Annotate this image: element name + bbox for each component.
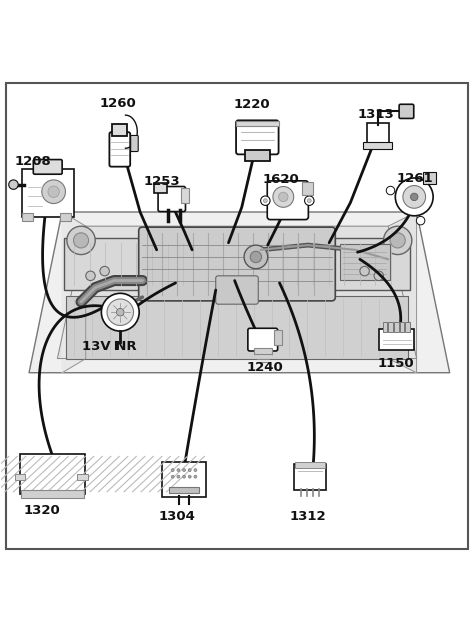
Polygon shape: [388, 212, 417, 373]
FancyBboxPatch shape: [302, 182, 313, 195]
FancyBboxPatch shape: [162, 461, 206, 497]
Text: 1260: 1260: [100, 97, 137, 110]
FancyBboxPatch shape: [245, 150, 270, 161]
Text: 1240: 1240: [246, 362, 283, 374]
Circle shape: [264, 199, 267, 203]
FancyBboxPatch shape: [22, 169, 74, 217]
FancyBboxPatch shape: [295, 462, 325, 468]
Circle shape: [273, 186, 294, 207]
Circle shape: [428, 175, 436, 184]
FancyBboxPatch shape: [423, 173, 437, 184]
FancyBboxPatch shape: [21, 490, 84, 499]
Circle shape: [194, 475, 197, 478]
FancyBboxPatch shape: [248, 328, 278, 351]
Circle shape: [177, 475, 180, 478]
Polygon shape: [57, 226, 417, 358]
Text: 1261: 1261: [397, 173, 433, 185]
Circle shape: [390, 233, 405, 248]
Circle shape: [182, 469, 185, 471]
Polygon shape: [29, 212, 450, 373]
Circle shape: [9, 180, 18, 190]
FancyBboxPatch shape: [155, 183, 166, 193]
FancyBboxPatch shape: [33, 159, 62, 174]
Circle shape: [360, 266, 369, 276]
Circle shape: [188, 475, 191, 478]
FancyBboxPatch shape: [400, 322, 404, 332]
Circle shape: [386, 186, 395, 195]
FancyBboxPatch shape: [383, 322, 387, 332]
Text: 1304: 1304: [159, 510, 196, 523]
FancyBboxPatch shape: [399, 104, 414, 118]
FancyBboxPatch shape: [294, 464, 326, 490]
FancyBboxPatch shape: [379, 329, 414, 349]
Circle shape: [244, 245, 268, 269]
Circle shape: [403, 186, 426, 209]
FancyBboxPatch shape: [181, 188, 189, 203]
Circle shape: [67, 226, 95, 255]
Polygon shape: [62, 212, 86, 373]
Circle shape: [171, 475, 174, 478]
FancyBboxPatch shape: [367, 123, 389, 145]
Circle shape: [107, 299, 134, 325]
Text: 1253: 1253: [144, 174, 180, 188]
FancyBboxPatch shape: [112, 124, 128, 136]
Text: 1320: 1320: [23, 504, 60, 518]
FancyBboxPatch shape: [273, 238, 410, 290]
FancyBboxPatch shape: [216, 276, 258, 304]
FancyBboxPatch shape: [66, 296, 408, 360]
Circle shape: [73, 233, 89, 248]
Circle shape: [279, 192, 288, 202]
Text: 1313: 1313: [357, 107, 394, 121]
FancyBboxPatch shape: [64, 238, 201, 290]
FancyBboxPatch shape: [394, 322, 399, 332]
FancyBboxPatch shape: [109, 132, 130, 167]
FancyBboxPatch shape: [267, 181, 309, 219]
FancyBboxPatch shape: [22, 213, 33, 221]
Circle shape: [383, 226, 412, 255]
Circle shape: [308, 199, 311, 203]
FancyBboxPatch shape: [254, 348, 272, 355]
Circle shape: [416, 216, 425, 225]
FancyBboxPatch shape: [405, 322, 410, 332]
Circle shape: [86, 271, 95, 281]
Text: 1220: 1220: [234, 98, 270, 111]
FancyBboxPatch shape: [77, 474, 88, 480]
FancyBboxPatch shape: [15, 474, 25, 480]
FancyBboxPatch shape: [169, 487, 199, 493]
Circle shape: [42, 180, 65, 204]
FancyBboxPatch shape: [236, 120, 279, 154]
FancyBboxPatch shape: [158, 186, 185, 212]
FancyBboxPatch shape: [60, 213, 71, 221]
FancyBboxPatch shape: [131, 135, 138, 152]
Circle shape: [100, 266, 109, 276]
Text: 1620: 1620: [263, 173, 300, 186]
FancyBboxPatch shape: [139, 227, 335, 301]
Circle shape: [395, 178, 433, 216]
Circle shape: [305, 196, 314, 205]
Circle shape: [101, 293, 139, 331]
Circle shape: [250, 252, 262, 262]
Circle shape: [194, 469, 197, 471]
FancyBboxPatch shape: [20, 454, 85, 494]
Circle shape: [117, 308, 124, 316]
Text: 1312: 1312: [290, 510, 327, 523]
Circle shape: [374, 271, 383, 281]
Circle shape: [177, 469, 180, 471]
Circle shape: [48, 186, 59, 197]
FancyBboxPatch shape: [236, 121, 279, 126]
Text: 1208: 1208: [15, 155, 52, 167]
FancyBboxPatch shape: [388, 322, 393, 332]
FancyBboxPatch shape: [339, 244, 390, 279]
Circle shape: [410, 193, 418, 201]
Circle shape: [171, 469, 174, 471]
FancyBboxPatch shape: [6, 83, 468, 549]
Circle shape: [188, 469, 191, 471]
Text: 13V NR: 13V NR: [82, 340, 137, 353]
FancyBboxPatch shape: [274, 330, 283, 345]
FancyBboxPatch shape: [363, 142, 392, 149]
Text: 1150: 1150: [378, 356, 414, 370]
Circle shape: [261, 196, 270, 205]
Circle shape: [182, 475, 185, 478]
